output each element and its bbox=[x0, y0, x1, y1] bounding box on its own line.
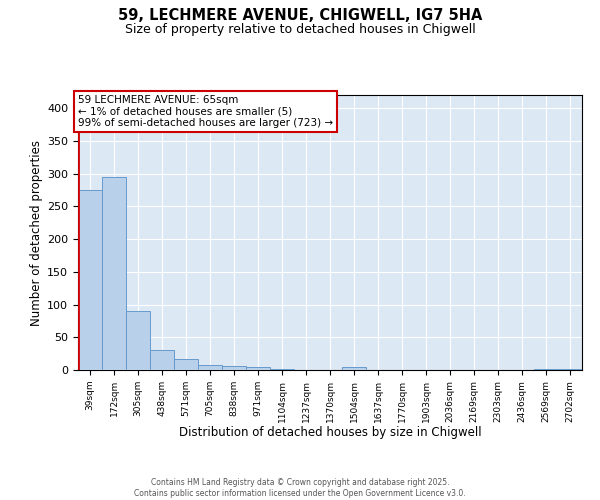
Bar bbox=[102, 177, 126, 370]
Bar bbox=[174, 359, 198, 370]
Text: 59, LECHMERE AVENUE, CHIGWELL, IG7 5HA: 59, LECHMERE AVENUE, CHIGWELL, IG7 5HA bbox=[118, 8, 482, 22]
Bar bbox=[246, 368, 270, 370]
Bar bbox=[150, 350, 174, 370]
Bar bbox=[342, 366, 366, 370]
Bar bbox=[222, 366, 246, 370]
Y-axis label: Number of detached properties: Number of detached properties bbox=[30, 140, 43, 326]
Bar bbox=[270, 368, 294, 370]
Text: 59 LECHMERE AVENUE: 65sqm
← 1% of detached houses are smaller (5)
99% of semi-de: 59 LECHMERE AVENUE: 65sqm ← 1% of detach… bbox=[78, 95, 333, 128]
Bar bbox=[78, 190, 102, 370]
X-axis label: Distribution of detached houses by size in Chigwell: Distribution of detached houses by size … bbox=[179, 426, 481, 439]
Bar bbox=[126, 311, 150, 370]
Text: Contains HM Land Registry data © Crown copyright and database right 2025.
Contai: Contains HM Land Registry data © Crown c… bbox=[134, 478, 466, 498]
Text: Size of property relative to detached houses in Chigwell: Size of property relative to detached ho… bbox=[125, 22, 475, 36]
Bar bbox=[198, 365, 222, 370]
Bar bbox=[534, 368, 558, 370]
Bar bbox=[558, 368, 582, 370]
